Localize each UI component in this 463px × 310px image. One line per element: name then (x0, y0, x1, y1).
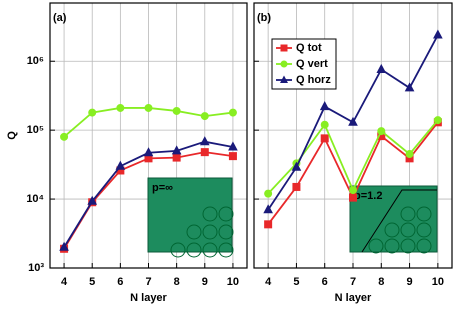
marker (292, 182, 301, 191)
marker (59, 241, 69, 251)
inset-hole (186, 224, 202, 240)
legend-marker (280, 60, 288, 68)
inset-hole (400, 222, 416, 238)
plot-frame (49, 2, 248, 269)
inset-hole (400, 206, 416, 222)
inset-hole (416, 222, 432, 238)
inset-hole (170, 242, 186, 258)
marker (404, 82, 415, 92)
marker (60, 132, 69, 141)
x-tick-label: 7 (350, 276, 356, 288)
marker (172, 153, 181, 162)
x-tick-label: 6 (322, 276, 328, 288)
inset-hole (384, 222, 400, 238)
x-tick-label: 8 (378, 276, 384, 288)
x-axis-label: N layer (335, 292, 372, 304)
legend-label: Q vert (296, 58, 328, 70)
marker (228, 152, 237, 161)
plot-frame (253, 2, 453, 269)
inset-hole (400, 238, 416, 254)
marker (172, 106, 181, 115)
y-tick-label: 10⁴ (26, 193, 44, 205)
marker (433, 29, 443, 39)
x-tick-label: 9 (202, 276, 208, 288)
x-tick-label: 4 (265, 276, 272, 288)
marker (349, 193, 357, 202)
marker (228, 141, 238, 151)
inset-hole (416, 238, 432, 254)
marker (320, 134, 329, 143)
marker (291, 161, 302, 171)
marker (116, 103, 125, 112)
inset-hole (368, 238, 384, 254)
marker (200, 148, 209, 157)
y-tick-label: 10⁶ (27, 55, 44, 67)
inset-hole (202, 224, 218, 240)
marker (200, 112, 209, 121)
y-tick-label: 10⁵ (27, 124, 44, 136)
panel-title: (b) (257, 12, 271, 24)
legend-marker (280, 44, 288, 52)
x-tick-label: 5 (89, 276, 95, 288)
marker (264, 220, 273, 229)
legend-label: Q horz (296, 74, 331, 86)
x-tick-label: 9 (407, 276, 413, 288)
x-tick-label: 6 (117, 276, 123, 288)
marker (349, 186, 357, 195)
inset-edge (361, 189, 437, 253)
marker (199, 136, 210, 146)
inset-label: p=1.2 (354, 190, 382, 202)
inset: p=∞ (147, 177, 234, 258)
x-tick-label: 10 (432, 276, 444, 288)
inset-box (147, 177, 233, 253)
marker (348, 116, 358, 126)
x-tick-label: 7 (145, 276, 151, 288)
marker (171, 145, 182, 155)
x-tick-label: 5 (293, 276, 299, 288)
inset-hole (218, 206, 234, 222)
inset-hole (416, 206, 432, 222)
inset-hole (202, 206, 218, 222)
panel-title: (a) (53, 12, 67, 24)
marker (376, 63, 387, 73)
y-axis-label: Q (6, 131, 18, 140)
inset-label: p=∞ (152, 182, 173, 194)
marker (143, 147, 154, 157)
legend-marker (280, 75, 288, 83)
marker (115, 160, 126, 170)
marker (228, 108, 237, 117)
inset-hole (186, 242, 202, 258)
inset-hole (218, 242, 234, 258)
marker (264, 189, 273, 198)
y-tick-label: 10³ (28, 262, 44, 274)
marker (87, 195, 98, 205)
x-tick-label: 10 (227, 276, 239, 288)
marker (377, 127, 386, 136)
inset-box (349, 185, 438, 253)
marker (263, 204, 273, 214)
legend-label: Q tot (296, 42, 322, 54)
marker (144, 103, 153, 112)
inset-hole (384, 238, 400, 254)
marker (433, 116, 442, 125)
marker (88, 108, 97, 117)
inset: p=1.2 (349, 185, 438, 254)
inset-hole (218, 224, 234, 240)
marker (320, 120, 329, 129)
inset-hole (202, 242, 218, 258)
marker (319, 101, 330, 111)
x-tick-label: 4 (61, 276, 68, 288)
marker (405, 150, 414, 159)
x-axis-label: N layer (130, 292, 167, 304)
x-tick-label: 8 (174, 276, 180, 288)
